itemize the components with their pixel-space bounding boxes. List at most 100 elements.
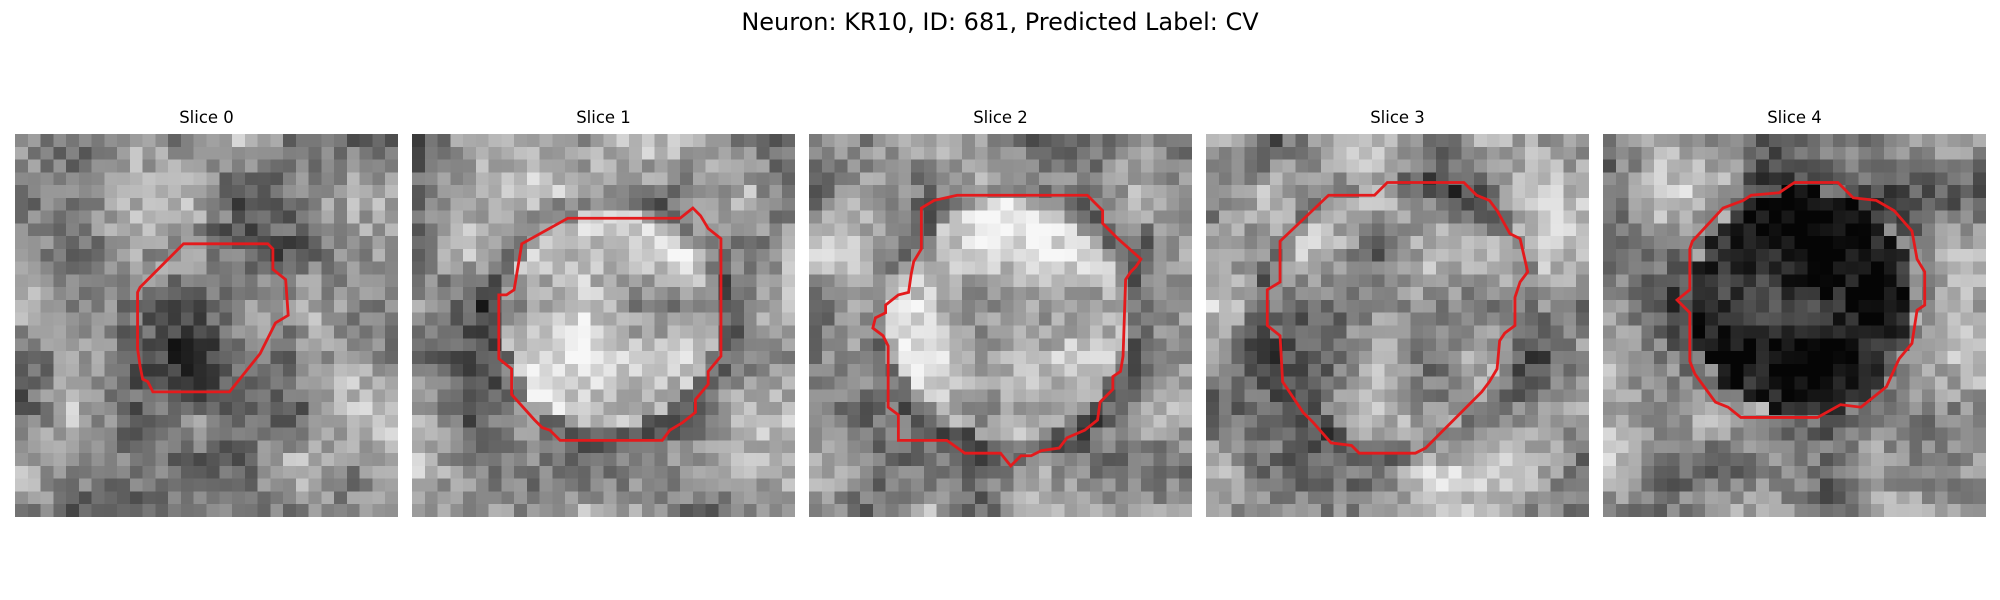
- pixel: [898, 223, 912, 237]
- pixel: [1807, 351, 1821, 365]
- pixel: [680, 210, 694, 224]
- pixel: [1410, 261, 1424, 275]
- pixel: [1333, 210, 1347, 224]
- pixel: [104, 376, 118, 390]
- pixel: [15, 363, 29, 377]
- pixel: [705, 236, 719, 250]
- pixel: [911, 134, 925, 148]
- pixel: [1973, 478, 1986, 492]
- pixel: [91, 274, 105, 288]
- pixel: [424, 491, 438, 505]
- pixel: [705, 210, 719, 224]
- pixel: [1641, 134, 1655, 148]
- pixel: [283, 248, 297, 262]
- pixel: [180, 274, 194, 288]
- pixel: [885, 134, 899, 148]
- pixel: [1140, 453, 1154, 467]
- pixel: [667, 172, 681, 186]
- pixel: [987, 197, 1001, 211]
- pixel: [1628, 197, 1642, 211]
- pixel: [1038, 274, 1052, 288]
- pixel: [1743, 376, 1757, 390]
- pixel: [1346, 287, 1360, 301]
- pixel: [1960, 299, 1974, 313]
- pixel: [1909, 376, 1923, 390]
- pixel: [1153, 223, 1167, 237]
- pixel: [1486, 465, 1500, 479]
- pixel: [1474, 287, 1488, 301]
- pixel: [1295, 478, 1309, 492]
- pixel: [1308, 427, 1322, 441]
- pixel: [295, 261, 309, 275]
- pixel: [1960, 478, 1974, 492]
- pixel: [1000, 338, 1014, 352]
- pixel: [834, 134, 848, 148]
- pixel: [616, 478, 630, 492]
- pixel: [1077, 134, 1091, 148]
- pixel: [1244, 414, 1258, 428]
- pixel: [168, 299, 182, 313]
- pixel: [1269, 299, 1283, 313]
- pixel: [257, 287, 271, 301]
- pixel: [155, 491, 169, 505]
- pixel: [731, 197, 745, 211]
- pixel: [1269, 363, 1283, 377]
- pixel: [385, 376, 398, 390]
- pixel: [1525, 440, 1539, 454]
- pixel: [1832, 299, 1846, 313]
- pixel: [1781, 159, 1795, 173]
- pixel: [1038, 325, 1052, 339]
- pixel: [552, 389, 566, 403]
- pixel: [1832, 478, 1846, 492]
- pixel: [1474, 210, 1488, 224]
- pixel: [1206, 248, 1220, 262]
- pixel: [1576, 134, 1589, 148]
- pixel: [731, 351, 745, 365]
- pixel: [539, 414, 553, 428]
- pixel: [1435, 465, 1449, 479]
- pixel: [1832, 312, 1846, 326]
- pixel: [680, 440, 694, 454]
- pixel: [782, 197, 795, 211]
- pixel: [27, 363, 41, 377]
- pixel: [821, 210, 835, 224]
- pixel: [821, 338, 835, 352]
- pixel: [180, 223, 194, 237]
- pixel: [1026, 299, 1040, 313]
- pixel: [1934, 261, 1948, 275]
- pixel: [1102, 389, 1116, 403]
- pixel: [1615, 376, 1629, 390]
- pixel: [1858, 312, 1872, 326]
- pixel: [1051, 478, 1065, 492]
- pixel: [295, 185, 309, 199]
- pixel: [15, 134, 29, 148]
- pixel: [1603, 248, 1617, 262]
- pixel: [1308, 210, 1322, 224]
- pixel: [1371, 351, 1385, 365]
- pixel: [283, 389, 297, 403]
- pixel: [1654, 210, 1668, 224]
- pixel: [1000, 491, 1014, 505]
- pixel: [1909, 440, 1923, 454]
- pixel: [1550, 491, 1564, 505]
- pixel: [1947, 402, 1961, 416]
- pixel: [1244, 185, 1258, 199]
- pixel: [1397, 248, 1411, 262]
- pixel: [1486, 159, 1500, 173]
- pixel: [1410, 363, 1424, 377]
- pixel: [898, 453, 912, 467]
- pixel: [1743, 210, 1757, 224]
- pixel: [1845, 287, 1859, 301]
- pixel: [1756, 363, 1770, 377]
- pixel: [782, 389, 795, 403]
- pixel: [1346, 453, 1360, 467]
- pixel: [718, 223, 732, 237]
- pixel: [1295, 389, 1309, 403]
- pixel: [1768, 261, 1782, 275]
- pixel: [1845, 338, 1859, 352]
- pixel: [577, 299, 591, 313]
- pixel: [232, 338, 246, 352]
- pixel: [283, 351, 297, 365]
- pixel: [1550, 274, 1564, 288]
- pixel: [987, 223, 1001, 237]
